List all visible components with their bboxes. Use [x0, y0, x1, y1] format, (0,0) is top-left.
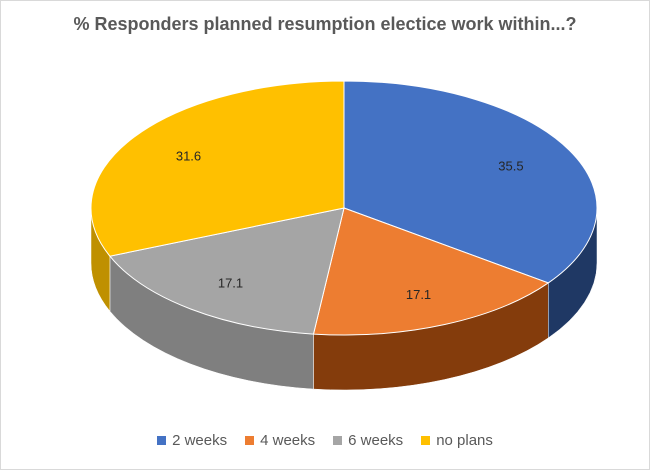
- legend-item-no-plans: no plans: [421, 432, 493, 449]
- chart-title: % Responders planned resumption electice…: [73, 14, 577, 34]
- legend-swatch-4-weeks: [245, 436, 255, 445]
- legend-label-4-weeks: 4 weeks: [260, 432, 316, 449]
- legend: 2 weeks 4 weeks 6 weeks no plans: [0, 432, 650, 449]
- legend-label-no-plans: no plans: [436, 432, 493, 449]
- legend-item-4-weeks: 4 weeks: [245, 432, 315, 449]
- legend-swatch-no-plans: [421, 436, 431, 445]
- pie-slice-2-weeks: [343, 80, 598, 284]
- legend-swatch-2-weeks: [157, 436, 167, 445]
- legend-swatch-6-weeks: [333, 436, 343, 445]
- data-label-no-plans: 31.6: [176, 149, 201, 164]
- data-label-4-weeks: 17.1: [406, 287, 431, 302]
- legend-item-6-weeks: 6 weeks: [333, 432, 403, 449]
- pie-slice-no-plans: [90, 80, 345, 257]
- legend-label-6-weeks: 6 weeks: [348, 432, 404, 449]
- pie-slice-6-weeks: [109, 207, 345, 335]
- data-label-2-weeks: 35.5: [498, 158, 523, 173]
- data-label-6-weeks: 17.1: [218, 276, 243, 291]
- legend-label-2-weeks: 2 weeks: [172, 432, 228, 449]
- pie-slice-4-weeks: [312, 207, 550, 336]
- legend-item-2-weeks: 2 weeks: [157, 432, 227, 449]
